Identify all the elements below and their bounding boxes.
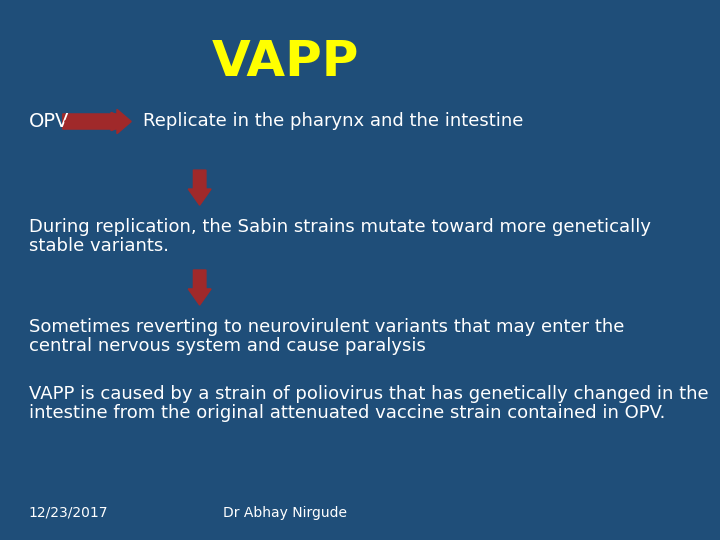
Text: OPV: OPV: [29, 112, 69, 131]
Text: 12/23/2017: 12/23/2017: [29, 506, 108, 520]
FancyArrow shape: [188, 170, 211, 205]
Text: Replicate in the pharynx and the intestine: Replicate in the pharynx and the intesti…: [143, 112, 523, 131]
Text: Dr Abhay Nirgude: Dr Abhay Nirgude: [223, 506, 347, 520]
FancyArrow shape: [63, 109, 131, 133]
Text: During replication, the Sabin strains mutate toward more genetically: During replication, the Sabin strains mu…: [29, 218, 651, 236]
Text: central nervous system and cause paralysis: central nervous system and cause paralys…: [29, 336, 426, 355]
Text: stable variants.: stable variants.: [29, 237, 168, 255]
Text: VAPP is caused by a strain of poliovirus that has genetically changed in the: VAPP is caused by a strain of poliovirus…: [29, 385, 708, 403]
Text: VAPP: VAPP: [212, 38, 359, 86]
Text: intestine from the original attenuated vaccine strain contained in OPV.: intestine from the original attenuated v…: [29, 404, 665, 422]
FancyArrow shape: [188, 270, 211, 305]
Text: Sometimes reverting to neurovirulent variants that may enter the: Sometimes reverting to neurovirulent var…: [29, 318, 624, 336]
